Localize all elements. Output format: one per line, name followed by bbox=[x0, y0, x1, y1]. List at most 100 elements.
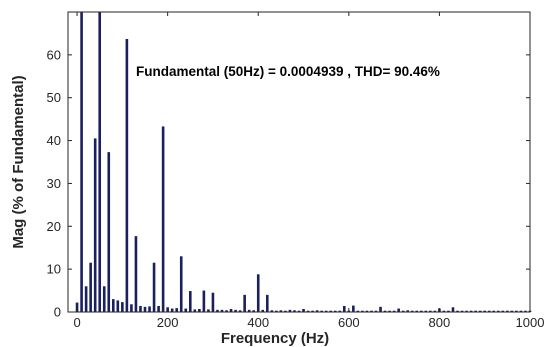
bar-570hz bbox=[333, 310, 337, 312]
bar-550hz bbox=[324, 310, 328, 312]
bar-390hz bbox=[252, 310, 256, 312]
bar-490hz bbox=[297, 310, 301, 312]
x-tick-label: 200 bbox=[157, 315, 179, 330]
bar-990hz bbox=[524, 310, 527, 312]
bar-410hz bbox=[261, 309, 265, 312]
x-tick-label: 1000 bbox=[516, 315, 545, 330]
bar-500hz bbox=[302, 309, 305, 312]
bar-50hz bbox=[98, 12, 102, 312]
bar-870hz bbox=[469, 310, 473, 312]
x-tick-label: 400 bbox=[247, 315, 269, 330]
bar-110hz bbox=[125, 39, 129, 312]
bar-130hz bbox=[134, 236, 138, 312]
x-tick-label: 0 bbox=[73, 315, 80, 330]
bar-980hz bbox=[519, 310, 523, 312]
bar-640hz bbox=[365, 310, 369, 312]
bar-40hz bbox=[93, 138, 97, 312]
bar-720hz bbox=[401, 310, 405, 312]
bar-540hz bbox=[320, 310, 323, 312]
bar-470hz bbox=[288, 309, 292, 312]
bar-530hz bbox=[315, 310, 319, 312]
bar-910hz bbox=[487, 310, 491, 312]
x-tick-label: 600 bbox=[338, 315, 360, 330]
bar-330hz bbox=[225, 310, 228, 312]
bar-70hz bbox=[107, 152, 111, 312]
bar-660hz bbox=[374, 310, 378, 312]
bar-170hz bbox=[152, 262, 156, 312]
x-axis-ticks: 0 200 400 600 800 1000 bbox=[73, 12, 544, 330]
bar-160hz bbox=[148, 306, 151, 312]
bar-920hz bbox=[492, 310, 496, 312]
bar-280hz bbox=[202, 290, 206, 312]
bar-60hz bbox=[102, 286, 106, 312]
bar-420hz bbox=[265, 294, 269, 312]
bar-250hz bbox=[188, 291, 192, 312]
bar-680hz bbox=[383, 310, 387, 312]
plot-frame bbox=[67, 11, 531, 313]
bar-630hz bbox=[361, 310, 364, 312]
bar-820hz bbox=[447, 310, 450, 312]
bar-10hz bbox=[80, 12, 83, 312]
x-axis-title: Frequency (Hz) bbox=[221, 330, 329, 347]
bar-430hz bbox=[270, 310, 274, 312]
bar-900hz bbox=[483, 310, 487, 312]
y-axis-title: Mag (% of Fundamental) bbox=[10, 75, 27, 248]
y-tick-label: 20 bbox=[47, 219, 61, 234]
bar-series bbox=[75, 12, 532, 313]
bar-150hz bbox=[143, 306, 147, 312]
plot-background bbox=[68, 12, 530, 312]
bar-240hz bbox=[184, 308, 188, 312]
bar-520hz bbox=[311, 310, 314, 312]
y-tick-label: 60 bbox=[47, 47, 61, 62]
bar-270hz bbox=[198, 309, 201, 312]
bar-90hz bbox=[116, 300, 120, 312]
bar-950hz bbox=[506, 310, 509, 312]
bar-610hz bbox=[352, 305, 355, 312]
bar-480hz bbox=[293, 310, 296, 312]
bar-730hz bbox=[406, 310, 410, 312]
bar-590hz bbox=[342, 306, 346, 312]
bar-940hz bbox=[501, 310, 505, 312]
bar-360hz bbox=[238, 310, 242, 312]
bar-710hz bbox=[397, 308, 400, 312]
bar-700hz bbox=[392, 310, 396, 312]
bar-790hz bbox=[433, 310, 437, 312]
bar-300hz bbox=[211, 292, 215, 312]
bar-400hz bbox=[256, 274, 260, 312]
bar-120hz bbox=[130, 304, 133, 312]
bar-850hz bbox=[460, 310, 464, 312]
bar-210hz bbox=[170, 308, 174, 312]
bar-830hz bbox=[451, 307, 455, 312]
y-tick-label: 30 bbox=[47, 176, 61, 191]
bar-370hz bbox=[243, 294, 246, 312]
bar-220hz bbox=[175, 308, 179, 312]
bar-260hz bbox=[193, 309, 197, 312]
bar-890hz bbox=[478, 310, 482, 312]
bar-750hz bbox=[415, 310, 419, 312]
bar-290hz bbox=[207, 309, 210, 312]
bar-20hz bbox=[84, 286, 88, 312]
fundamental-thd-annotation: Fundamental (50Hz) = 0.0004939 , THD= 90… bbox=[136, 64, 440, 79]
bar-80hz bbox=[111, 299, 115, 312]
y-tick-label: 10 bbox=[47, 262, 61, 277]
bar-100hz bbox=[121, 302, 124, 312]
y-tick-label: 40 bbox=[47, 133, 61, 148]
y-axis-ticks: 0 10 20 30 40 50 60 bbox=[47, 47, 530, 320]
bar-860hz bbox=[465, 310, 468, 312]
bar-560hz bbox=[329, 310, 333, 312]
bar-670hz bbox=[379, 306, 382, 312]
bar-810hz bbox=[442, 310, 446, 312]
bar-350hz bbox=[234, 309, 237, 312]
bar-320hz bbox=[220, 309, 224, 312]
bar-440hz bbox=[275, 310, 278, 312]
bar-650hz bbox=[370, 310, 373, 312]
bar-840hz bbox=[456, 310, 459, 312]
bar-770hz bbox=[424, 310, 428, 312]
bar-0hz bbox=[75, 302, 79, 312]
bar-620hz bbox=[356, 310, 360, 312]
bar-140hz bbox=[139, 306, 142, 312]
bar-960hz bbox=[510, 310, 514, 312]
bar-690hz bbox=[388, 310, 391, 312]
bar-380hz bbox=[247, 309, 251, 312]
